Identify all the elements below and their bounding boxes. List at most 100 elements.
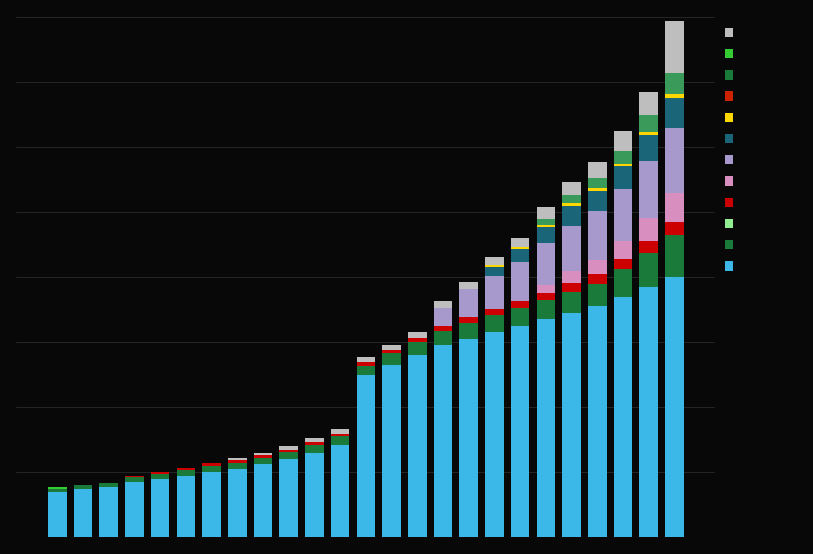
Bar [588, 211, 606, 260]
Bar [382, 350, 401, 353]
Legend: , , , , , , , , , , , : , , , , , , , , , , , [723, 24, 739, 276]
Bar [433, 308, 452, 326]
Bar [537, 227, 555, 243]
Bar [331, 437, 350, 445]
Bar [485, 266, 504, 276]
Bar [485, 257, 504, 265]
Bar [254, 455, 272, 458]
Bar [331, 445, 350, 537]
Bar [48, 487, 67, 489]
Bar [614, 164, 633, 166]
Bar [202, 472, 221, 537]
Bar [640, 253, 658, 287]
Bar [537, 243, 555, 285]
Bar [74, 489, 92, 537]
Bar [254, 464, 272, 537]
Bar [614, 131, 633, 151]
Bar [563, 203, 580, 206]
Bar [459, 322, 478, 339]
Bar [665, 235, 684, 277]
Bar [357, 357, 375, 362]
Bar [511, 263, 529, 301]
Bar [563, 271, 580, 283]
Bar [280, 459, 298, 537]
Bar [614, 189, 633, 241]
Bar [588, 260, 606, 274]
Bar [382, 365, 401, 537]
Bar [331, 434, 350, 437]
Bar [614, 269, 633, 296]
Bar [280, 446, 298, 449]
Bar [331, 429, 350, 434]
Bar [151, 479, 169, 537]
Bar [640, 218, 658, 241]
Bar [459, 339, 478, 537]
Bar [665, 21, 684, 73]
Bar [459, 282, 478, 289]
Bar [640, 287, 658, 537]
Bar [48, 489, 67, 492]
Bar [588, 162, 606, 178]
Bar [125, 476, 144, 477]
Bar [305, 453, 324, 537]
Bar [280, 452, 298, 459]
Bar [537, 219, 555, 225]
Bar [588, 191, 606, 211]
Bar [640, 135, 658, 161]
Bar [665, 222, 684, 235]
Bar [254, 458, 272, 464]
Bar [408, 332, 427, 338]
Bar [433, 326, 452, 331]
Bar [459, 317, 478, 322]
Bar [151, 474, 169, 479]
Bar [280, 449, 298, 452]
Bar [357, 362, 375, 366]
Bar [563, 225, 580, 271]
Bar [665, 73, 684, 94]
Bar [511, 301, 529, 308]
Bar [382, 345, 401, 350]
Bar [511, 249, 529, 263]
Bar [563, 196, 580, 203]
Bar [382, 353, 401, 365]
Bar [485, 332, 504, 537]
Bar [614, 296, 633, 537]
Bar [357, 366, 375, 375]
Bar [588, 274, 606, 284]
Bar [433, 345, 452, 537]
Bar [485, 309, 504, 315]
Bar [408, 355, 427, 537]
Bar [640, 92, 658, 115]
Bar [563, 291, 580, 313]
Bar [588, 284, 606, 306]
Bar [254, 453, 272, 455]
Bar [433, 301, 452, 308]
Bar [48, 492, 67, 537]
Bar [176, 468, 195, 470]
Bar [511, 248, 529, 249]
Bar [665, 98, 684, 128]
Bar [511, 326, 529, 537]
Bar [511, 238, 529, 248]
Bar [485, 265, 504, 266]
Bar [511, 308, 529, 326]
Bar [665, 128, 684, 193]
Bar [202, 463, 221, 466]
Bar [665, 94, 684, 98]
Bar [408, 338, 427, 342]
Bar [99, 487, 118, 537]
Bar [640, 161, 658, 218]
Bar [125, 477, 144, 482]
Bar [665, 277, 684, 537]
Bar [151, 472, 169, 474]
Bar [176, 470, 195, 475]
Bar [125, 482, 144, 537]
Bar [485, 315, 504, 332]
Bar [537, 300, 555, 319]
Bar [202, 466, 221, 472]
Bar [433, 331, 452, 345]
Bar [228, 463, 246, 469]
Bar [74, 485, 92, 489]
Bar [588, 306, 606, 537]
Bar [563, 313, 580, 537]
